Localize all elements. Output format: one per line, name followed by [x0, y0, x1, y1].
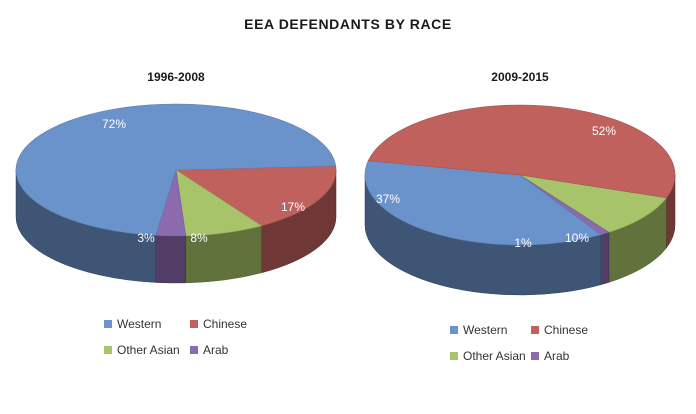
legend-1-western: Western — [104, 317, 161, 331]
legend-2-arab-swatch — [531, 352, 539, 360]
pie-2-title: 2009-2015 — [491, 70, 549, 84]
legend-2-western-label: Western — [463, 323, 508, 337]
pie-1-side-arab — [155, 235, 187, 284]
legend-2-other-asian-label: Other Asian — [463, 349, 526, 363]
pie-1-label-western: 72% — [102, 117, 126, 131]
pie-1-slice-western — [15, 103, 337, 236]
pie-2-slice-chinese — [367, 104, 676, 199]
chart-title: EEA DEFENDANTS BY RACE — [244, 16, 452, 32]
pie-2-label-western: 37% — [376, 192, 400, 206]
pie-2-label-chinese: 52% — [592, 124, 616, 138]
legend-1-chinese-label: Chinese — [203, 317, 248, 331]
pie-1-label-chinese: 17% — [281, 200, 305, 214]
legend-2-western-swatch — [450, 326, 458, 334]
pie-2-label-arab: 1% — [514, 236, 532, 250]
legend-1-arab: Arab — [190, 343, 228, 357]
legend-1-other-asian-swatch — [104, 346, 112, 354]
pie-2-slice-western — [364, 160, 602, 246]
legend-2-other-asian: Other Asian — [450, 349, 526, 363]
legend-1-western-label: Western — [117, 317, 162, 331]
legend-2-chinese-label: Chinese — [544, 323, 589, 337]
pie-1-label-other-asian: 8% — [190, 231, 208, 245]
legend-2-arab-label: Arab — [544, 349, 570, 363]
legend-1-chinese: Chinese — [190, 317, 247, 331]
pie-2-side-arab — [600, 231, 610, 286]
legend-2-other-asian-swatch — [450, 352, 458, 360]
legend-2-chinese: Chinese — [531, 323, 588, 337]
pie-1-title: 1996-2008 — [147, 70, 205, 84]
legend-1-arab-swatch — [190, 346, 198, 354]
legend-2-chinese-swatch — [531, 326, 539, 334]
pie-2-label-other-asian: 10% — [565, 231, 589, 245]
pie-1-slice-chinese — [175, 165, 337, 227]
legend-2-western: Western — [450, 323, 507, 337]
legend-1-arab-label: Arab — [203, 343, 229, 357]
legend-1-other-asian-label: Other Asian — [117, 343, 180, 357]
pie-2: 37% 52% 10% 1% — [364, 104, 676, 296]
pie-2-slice-other-asian — [519, 174, 668, 233]
legend-1-other-asian: Other Asian — [104, 343, 180, 357]
legend-2-arab: Arab — [531, 349, 569, 363]
legend-1-chinese-swatch — [190, 320, 198, 328]
legend-1-western-swatch — [104, 320, 112, 328]
pie-1-label-arab: 3% — [137, 231, 155, 245]
pie-1: 72% 17% 8% 3% — [15, 103, 337, 284]
